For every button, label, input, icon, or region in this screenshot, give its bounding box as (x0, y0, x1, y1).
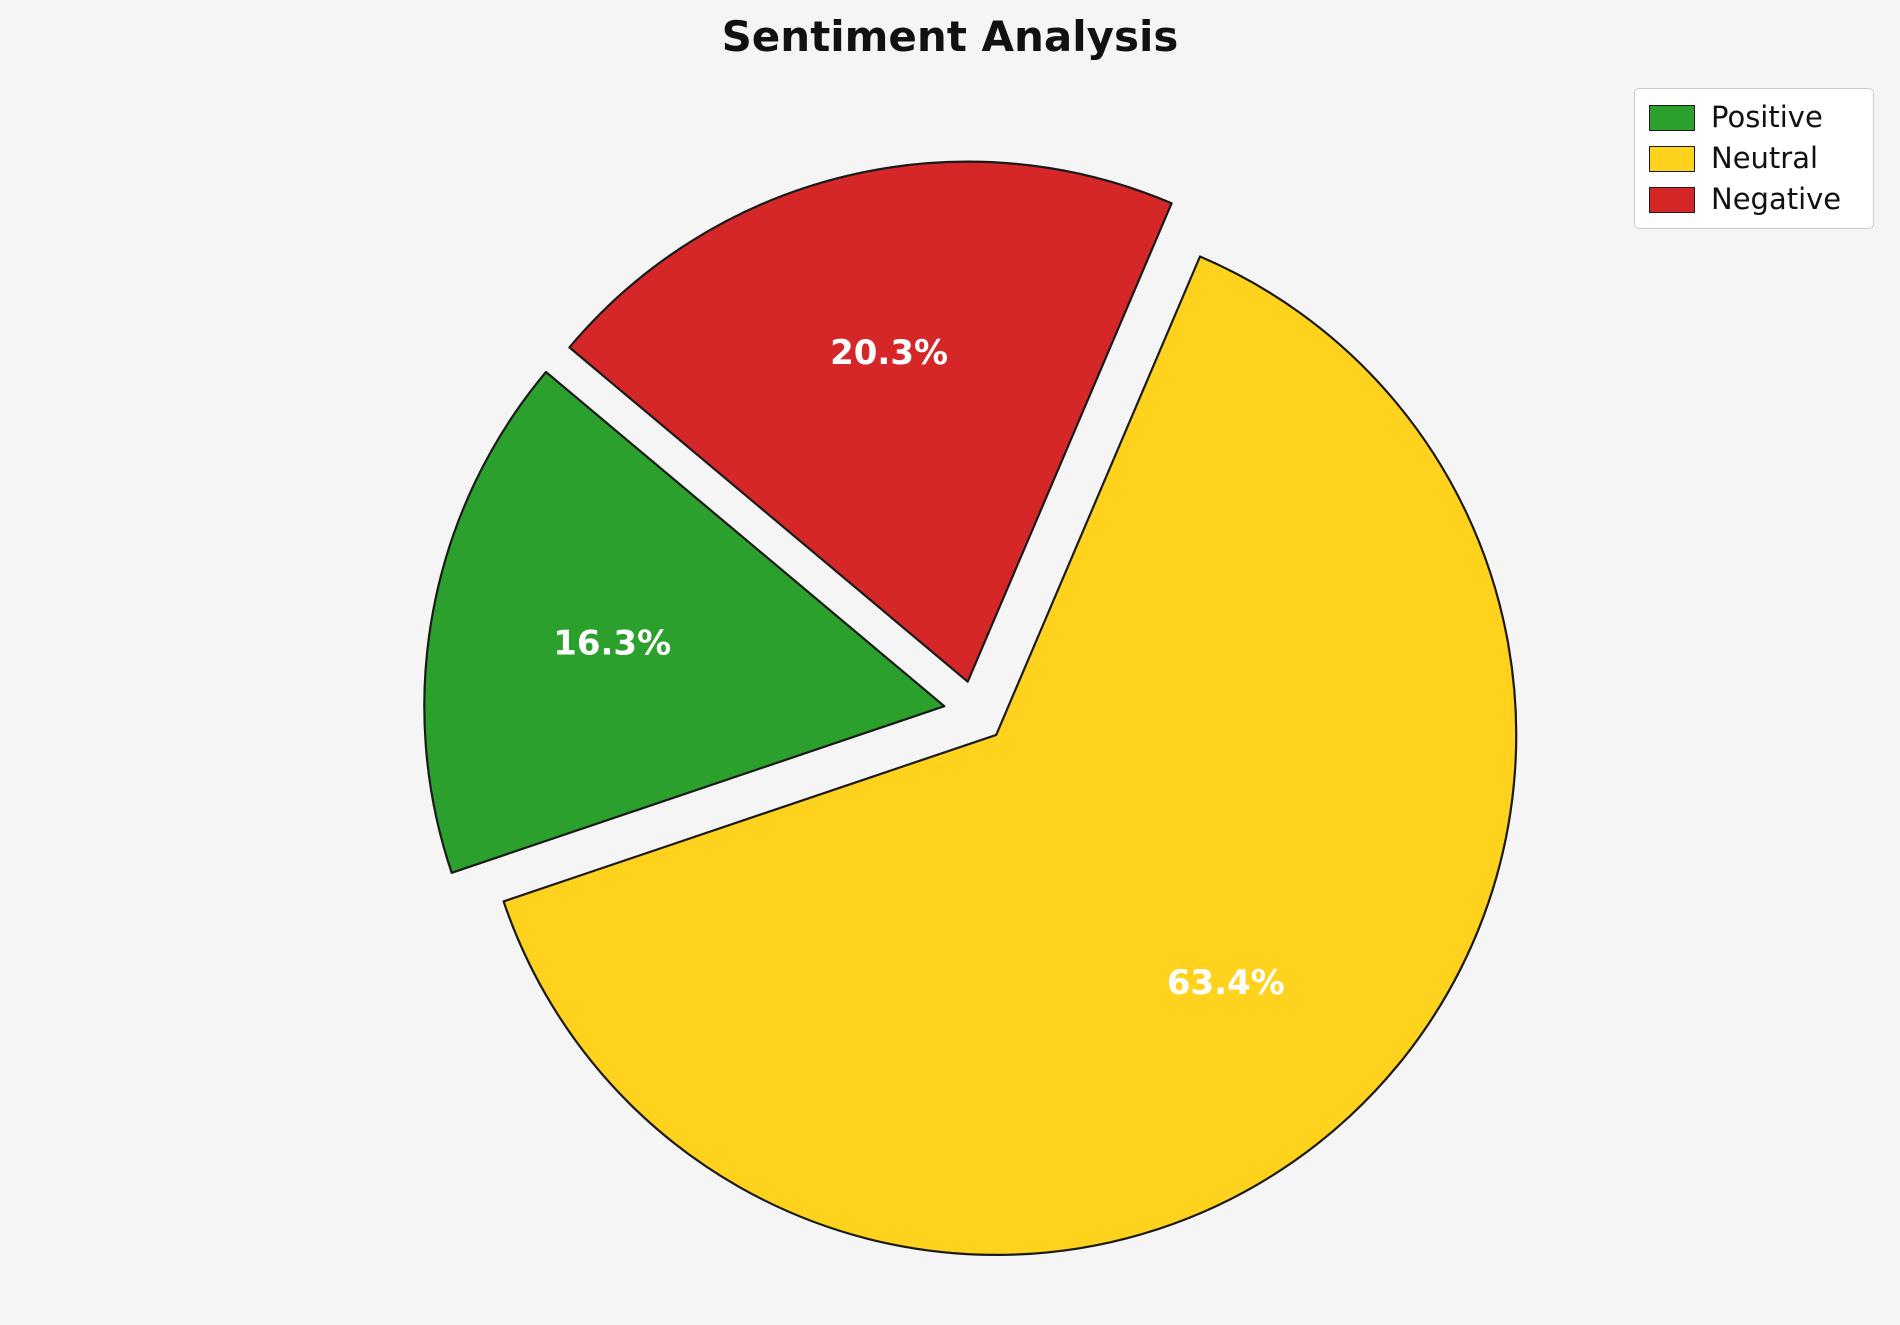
legend-swatch-negative (1649, 186, 1695, 213)
slice-label-positive: 16.3% (553, 624, 671, 664)
legend-label-negative: Negative (1711, 182, 1842, 216)
legend: Positive Neutral Negative (1634, 88, 1874, 229)
legend-label-neutral: Neutral (1711, 141, 1819, 175)
legend-item-negative: Negative (1649, 185, 1853, 214)
legend-item-neutral: Neutral (1649, 144, 1853, 173)
pie-slice-positive (423, 370, 946, 874)
legend-swatch-neutral (1649, 145, 1695, 172)
legend-item-positive: Positive (1649, 103, 1853, 132)
legend-swatch-positive (1649, 104, 1695, 131)
slice-label-negative: 20.3% (830, 333, 948, 373)
slice-label-neutral: 63.4% (1167, 963, 1285, 1003)
legend-label-positive: Positive (1711, 100, 1823, 134)
pie-slice-negative (568, 160, 1173, 683)
pie-slice-neutral (502, 255, 1518, 1256)
chart-title: Sentiment Analysis (721, 12, 1179, 61)
